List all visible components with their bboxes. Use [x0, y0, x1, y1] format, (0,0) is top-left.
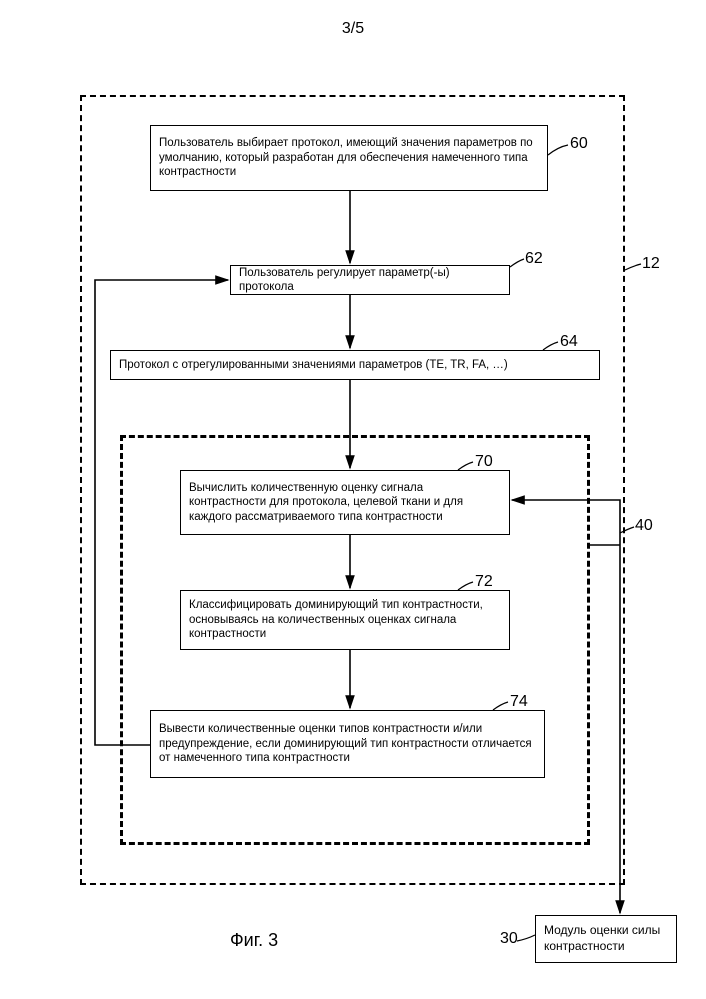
box-70: Вычислить количественную оценку сигнала … [180, 470, 510, 535]
label-74: 74 [510, 693, 528, 711]
label-60: 60 [570, 135, 588, 153]
figure-caption: Фиг. 3 [230, 930, 278, 951]
box-74: Вывести количественные оценки типов конт… [150, 710, 545, 778]
label-62: 62 [525, 250, 543, 268]
box-30: Модуль оценки силы контрастности [535, 915, 677, 963]
box-64: Протокол с отрегулированными значениями … [110, 350, 600, 380]
page-number: 3/5 [0, 0, 706, 38]
label-40: 40 [635, 517, 653, 535]
label-72: 72 [475, 573, 493, 591]
box-60: Пользователь выбирает протокол, имеющий … [150, 125, 548, 191]
label-12: 12 [642, 255, 660, 273]
box-62: Пользователь регулирует параметр(-ы) про… [230, 265, 510, 295]
flowchart-container: Пользователь выбирает протокол, имеющий … [80, 95, 625, 885]
label-64: 64 [560, 333, 578, 351]
box-72: Классифицировать доминирующий тип контра… [180, 590, 510, 650]
label-70: 70 [475, 453, 493, 471]
label-30: 30 [500, 930, 518, 948]
